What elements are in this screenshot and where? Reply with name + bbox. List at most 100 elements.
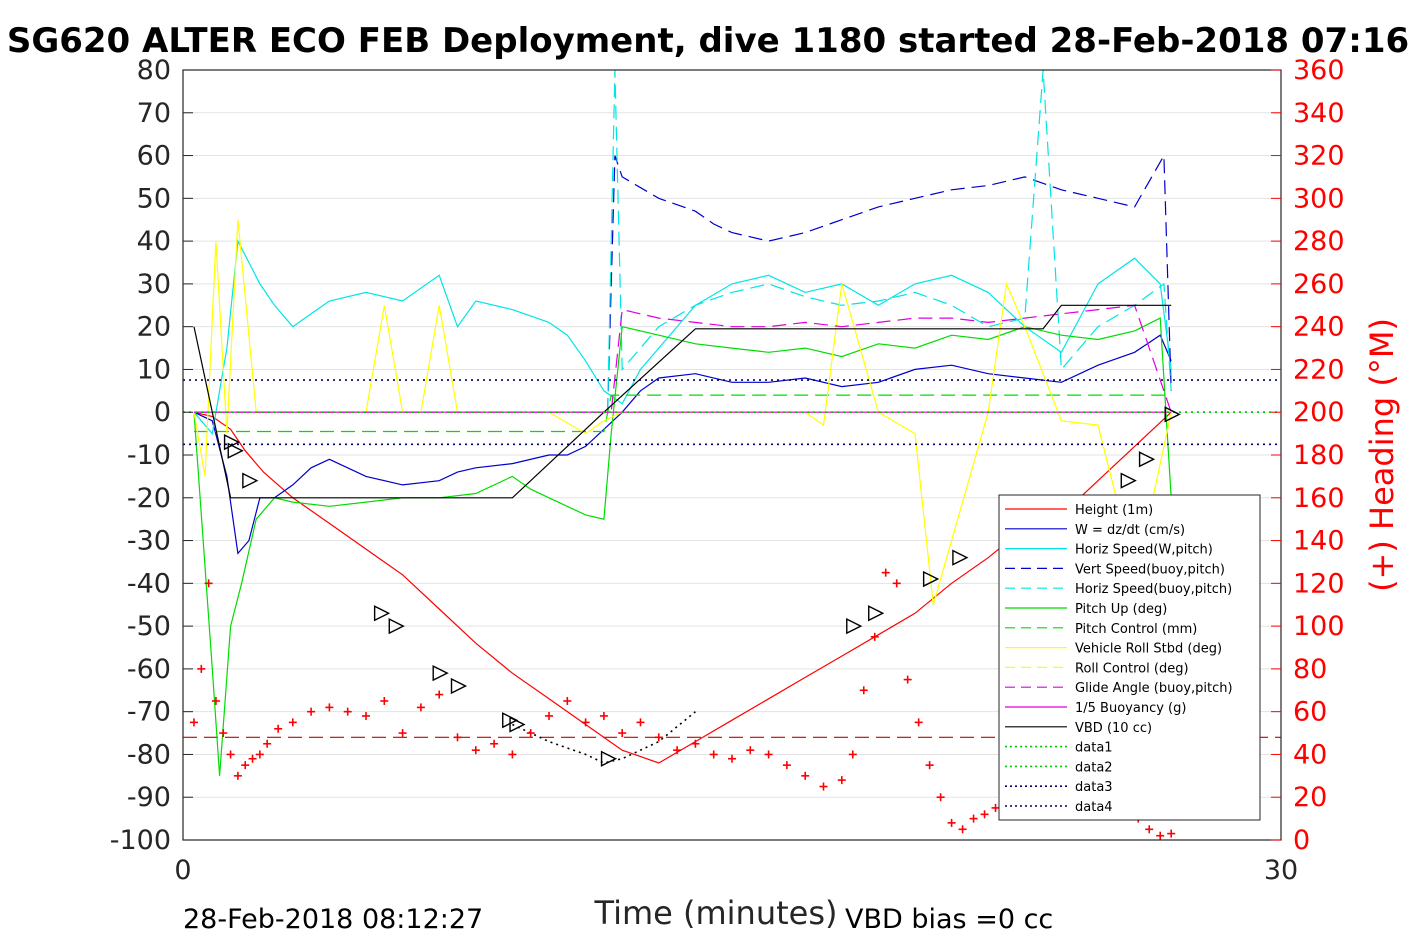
legend-label: Vehicle Roll Stbd (deg) [1075, 642, 1222, 657]
heading-point [204, 579, 213, 588]
legend-label: Pitch Up (deg) [1075, 602, 1167, 617]
series-pitch-up-deg [193, 317, 1172, 776]
footer-timestamp: 28-Feb-2018 08:12:27 [183, 904, 483, 935]
heading-point [226, 750, 235, 759]
triangle-marker [509, 716, 526, 733]
legend-label: data2 [1075, 760, 1113, 775]
heading-point [991, 803, 1000, 812]
x-axis-label: Time (minutes) [594, 894, 838, 932]
triangle-marker [450, 677, 468, 695]
y-tick-label: -10 [127, 440, 171, 471]
heading-point [859, 686, 868, 695]
y-tick-label: 40 [137, 226, 171, 257]
series-vert-speed-buoy-pitch [607, 153, 1172, 413]
heading-point [233, 771, 242, 780]
heading-point [801, 771, 810, 780]
y2-tick-label: 140 [1293, 526, 1345, 557]
y-tick-label: 70 [137, 98, 171, 129]
heading-point [947, 818, 956, 827]
series-horiz-speed-buoy-pitch [607, 70, 1172, 413]
legend-label: Horiz Speed(W,pitch) [1075, 543, 1213, 558]
series-vbd-10-cc [193, 304, 1172, 499]
series-pitch-control-mm [194, 394, 1172, 433]
legend: Height (1m) W = dz/dt (cm/s) Horiz Speed(W… [998, 494, 1261, 821]
y2-tick-label: 120 [1293, 568, 1345, 599]
triangle-marker [868, 605, 885, 622]
heading-point [1145, 825, 1154, 834]
heading-point [819, 782, 828, 791]
series-glide-angle-buoy-pitch [194, 304, 1172, 413]
legend-label: Pitch Control (mm) [1075, 622, 1197, 637]
x-tick-label: 30 [1264, 855, 1298, 886]
heading-point [211, 696, 220, 705]
heading-point [362, 711, 370, 720]
y2-tick-label: 280 [1293, 226, 1345, 257]
heading-point [581, 718, 590, 727]
y-tick-label: 10 [137, 354, 171, 385]
heading-point [325, 703, 334, 712]
y-tick-label: 0 [154, 397, 171, 428]
y-tick-label: 20 [137, 312, 171, 343]
y2-tick-label: 260 [1293, 269, 1345, 300]
heading-point [563, 696, 572, 705]
heading-point [980, 810, 989, 819]
y2-tick-label: 200 [1293, 397, 1345, 428]
heading-point [197, 664, 206, 673]
legend-label: Roll Control (deg) [1075, 661, 1189, 676]
triangle-marker [600, 750, 618, 767]
heading-point [870, 632, 879, 641]
heading-point [343, 707, 352, 716]
heading-point [837, 776, 846, 785]
heading-point [673, 746, 682, 755]
y2-tick-label: 60 [1293, 697, 1327, 728]
heading-point [274, 724, 283, 733]
y2-tick-label: 40 [1293, 739, 1327, 770]
heading-markers [189, 568, 1176, 840]
y2-tick-label: 300 [1293, 183, 1345, 214]
triangle-marker [922, 570, 940, 588]
heading-point [599, 711, 608, 720]
heading-point [936, 793, 945, 802]
heading-point [219, 729, 228, 738]
heading-point [1156, 831, 1165, 840]
heading-point [398, 729, 407, 738]
heading-point [416, 703, 425, 712]
triangle-marker [373, 605, 391, 622]
heading-point [471, 746, 480, 755]
heading-point [545, 711, 553, 720]
heading-point [241, 761, 250, 770]
heading-point [435, 690, 444, 699]
heading-point [189, 718, 198, 727]
heading-point [925, 761, 934, 770]
heading-point [526, 729, 535, 738]
series-w-dz-dt-cm-s [193, 334, 1172, 555]
triangle-marker [388, 617, 405, 635]
y-tick-label: -100 [110, 825, 171, 856]
y2-tick-label: 100 [1293, 611, 1345, 642]
series-horiz-speed-w-pitch [193, 239, 1172, 435]
chart-title: SG620 ALTER ECO FEB Deployment, dive 118… [7, 21, 1409, 61]
y-tick-label: 30 [137, 269, 171, 300]
heading-point [654, 733, 663, 742]
y2-tick-label: 0 [1293, 825, 1310, 856]
legend-label: Vert Speed(buoy,pitch) [1075, 562, 1225, 577]
triangle-marker [227, 442, 244, 459]
heading-point [764, 750, 773, 759]
y-tick-label: -40 [127, 568, 171, 599]
x-axis: 0 30 [174, 830, 1298, 886]
y2-tick-label: 160 [1293, 483, 1345, 514]
left-y-axis: 80 70 60 50 40 30 20 10 0 -10 -20 -30 -40 -50 -60 -70 -8… [110, 55, 193, 856]
legend-label: Glide Angle (buoy,pitch) [1075, 681, 1233, 696]
triangle-marker [1138, 451, 1156, 468]
x-tick-label: 0 [174, 855, 191, 886]
heading-point [892, 579, 901, 588]
y-tick-label: -90 [127, 782, 171, 813]
legend-label: 1/5 Buoyancy (g) [1075, 701, 1186, 716]
heading-point [709, 750, 718, 759]
legend-label: data3 [1075, 780, 1113, 795]
heading-point [1167, 829, 1176, 838]
heading-point [903, 675, 912, 684]
heading-point [969, 814, 978, 823]
y-tick-label: -30 [127, 526, 171, 557]
